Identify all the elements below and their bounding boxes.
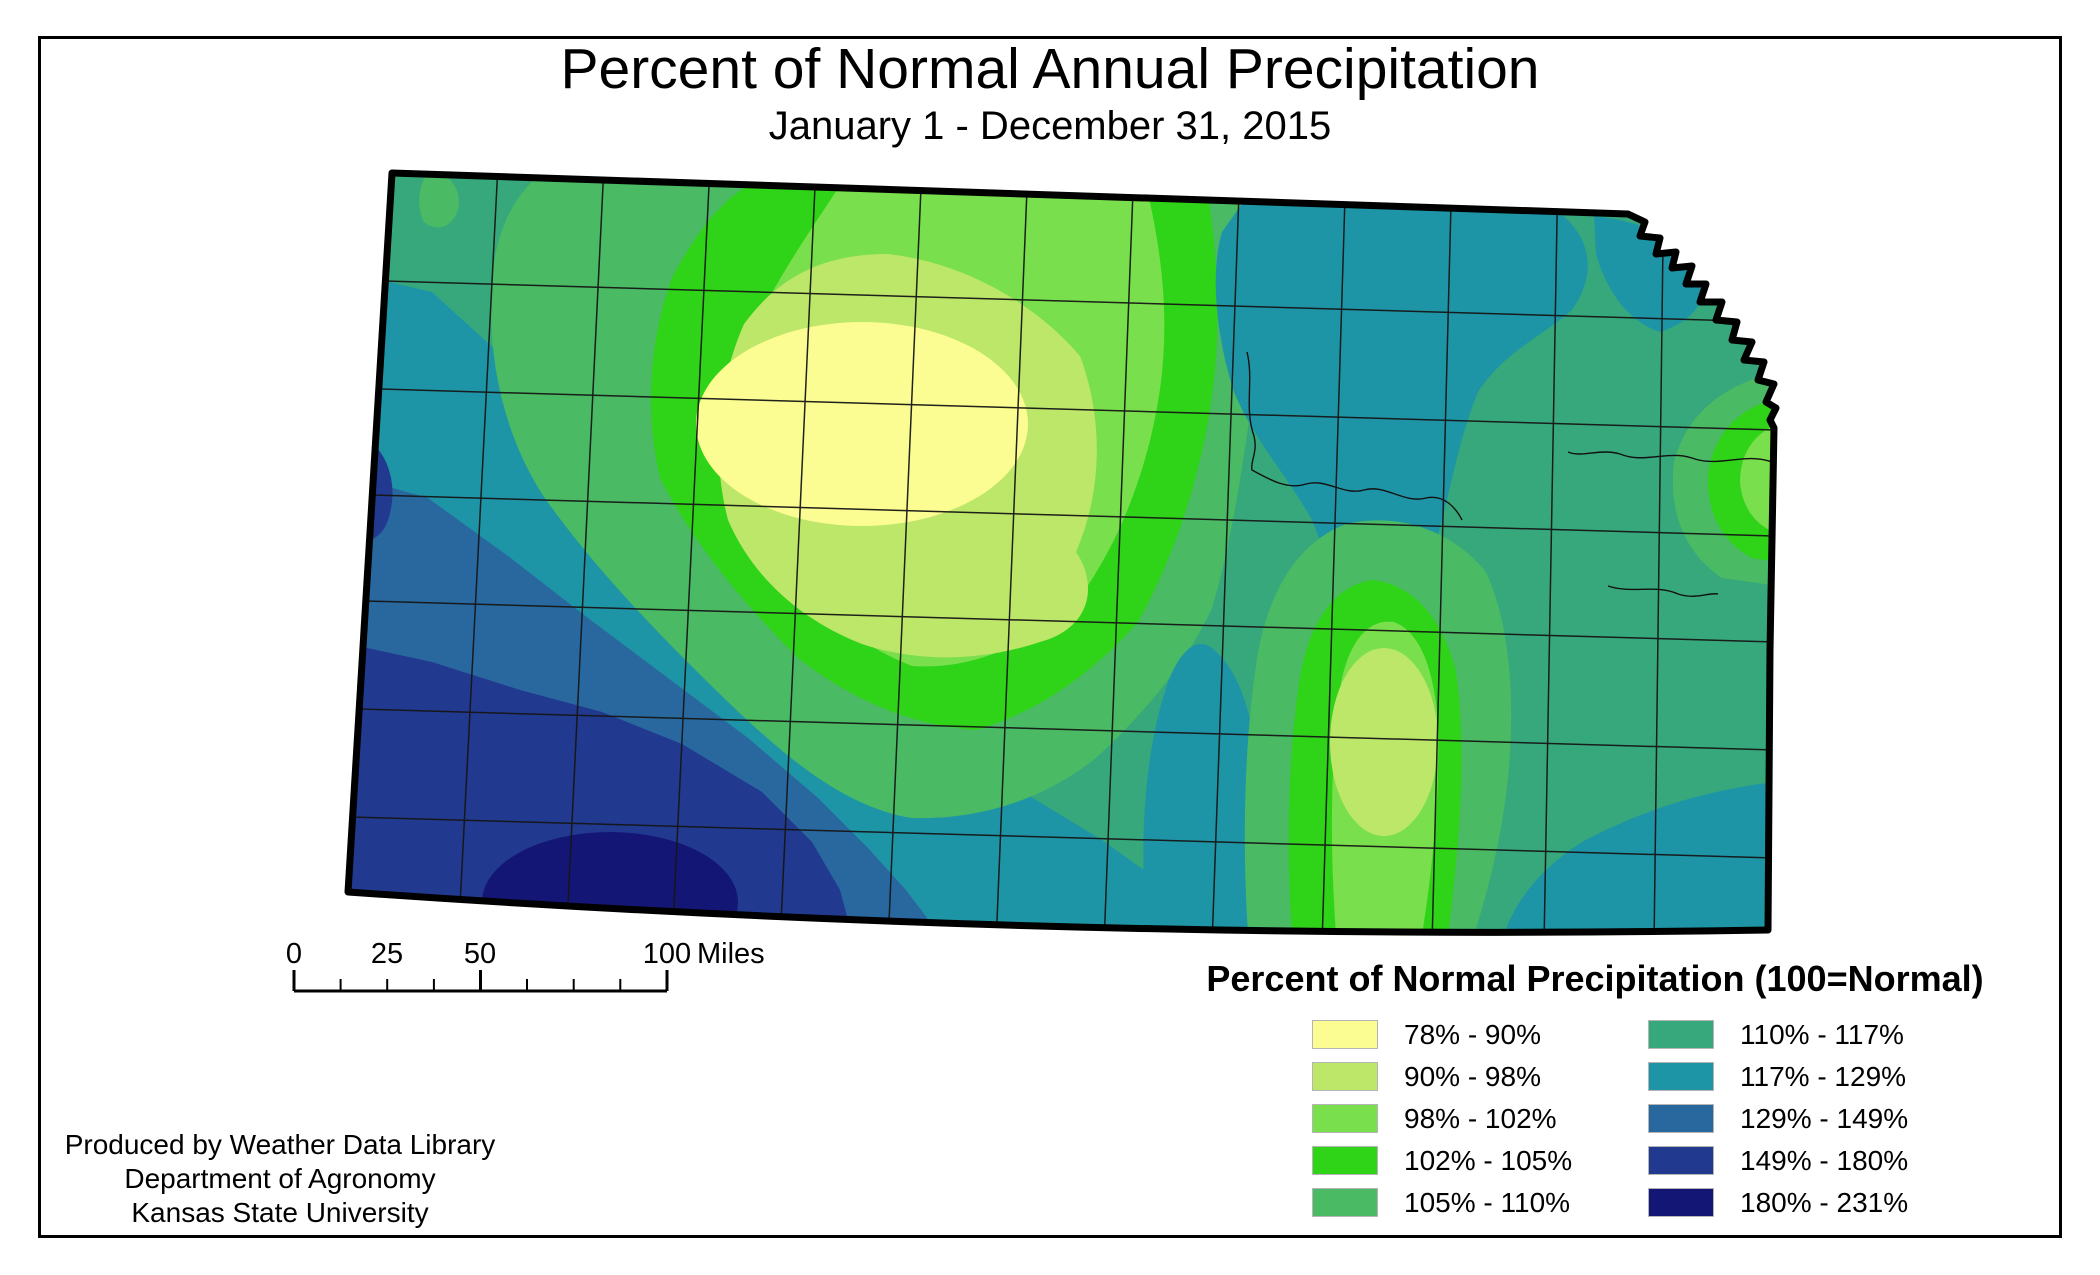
legend-swatch (1648, 1188, 1714, 1217)
legend-label: 117% - 129% (1740, 1061, 1907, 1092)
legend-swatch (1312, 1188, 1378, 1217)
county-line-vertical (1103, 173, 1135, 933)
county-line-vertical (457, 173, 499, 933)
legend-label: 90% - 98% (1404, 1061, 1541, 1092)
legend-item: 149% - 180% (1648, 1146, 1908, 1188)
state-border (344, 169, 1780, 936)
outer-frame (38, 36, 2062, 1238)
scale-label-100: 100 (643, 938, 691, 970)
contour-nw-blip-105-110 (419, 173, 459, 228)
county-line-horizontal (371, 494, 1776, 537)
contour-se-90-98-core (1330, 648, 1438, 836)
scale-label-0: 0 (286, 938, 302, 970)
river-line (1246, 351, 1463, 521)
legend-label: 149% - 180% (1740, 1145, 1909, 1176)
scale-label-50: 50 (464, 938, 496, 970)
legend-item: 180% - 231% (1648, 1188, 1908, 1230)
legend-label: 129% - 149% (1740, 1103, 1909, 1134)
legend-swatch (1648, 1104, 1714, 1133)
county-line-vertical (1211, 173, 1241, 933)
county-line-vertical (779, 173, 817, 933)
legend-item: 129% - 149% (1648, 1104, 1908, 1146)
county-line-horizontal (358, 708, 1776, 751)
legend-label: 102% - 105% (1404, 1145, 1573, 1176)
legend-swatch (1312, 1020, 1378, 1049)
scale-unit-label: Miles (697, 938, 765, 970)
credits-block: Produced by Weather Data Library Departm… (40, 1128, 520, 1230)
legend-title: Percent of Normal Precipitation (100=Nor… (1206, 958, 1984, 999)
legend-column-left: 78% - 90% 90% - 98% 98% - 102% 102% - 105% 1… (1312, 1020, 1572, 1230)
legend-swatch (1648, 1146, 1714, 1175)
scale-bar (292, 970, 669, 993)
legend-item: 102% - 105% (1312, 1146, 1572, 1188)
legend-label: 110% - 117% (1740, 1019, 1904, 1050)
county-line-horizontal (378, 388, 1776, 431)
contour-ne-blob-117-129 (1215, 198, 1588, 652)
legend-swatch (1312, 1104, 1378, 1133)
county-line-vertical (1653, 173, 1665, 933)
legend-item: 110% - 117% (1648, 1020, 1908, 1062)
legend-item: 90% - 98% (1312, 1062, 1572, 1104)
legend-swatch (1648, 1020, 1714, 1049)
legend-swatch (1312, 1062, 1378, 1091)
contour-west-78-90-core (696, 322, 1028, 526)
legend-item: 78% - 90% (1312, 1020, 1572, 1062)
county-line-horizontal (384, 280, 1776, 323)
legend-item: 98% - 102% (1312, 1104, 1572, 1146)
legend-label: 180% - 231% (1740, 1187, 1909, 1218)
legend-column-right: 110% - 117% 117% - 129% 129% - 149% 149% - … (1648, 1020, 1908, 1230)
scale-label-25: 25 (371, 938, 403, 970)
legend-item: 105% - 110% (1312, 1188, 1572, 1230)
page-title: Percent of Normal Annual Precipitation (560, 37, 1540, 101)
county-line-vertical (671, 173, 711, 933)
county-line-vertical (995, 173, 1029, 933)
county-line-vertical (887, 173, 923, 933)
credit-line: Produced by Weather Data Library (64, 1129, 496, 1160)
river-line (1567, 451, 1773, 463)
credit-line: Department of Agronomy (124, 1163, 436, 1194)
credit-line: Kansas State University (131, 1197, 429, 1228)
legend-swatch (1312, 1146, 1378, 1175)
legend-item: 117% - 129% (1648, 1062, 1908, 1104)
legend-swatch (1648, 1062, 1714, 1091)
legend-label: 78% - 90% (1404, 1019, 1541, 1050)
county-line-horizontal (365, 600, 1776, 643)
contour-sw-180-231 (482, 832, 738, 933)
contour-east-edge-98-102 (1740, 424, 1776, 534)
river-line (1607, 585, 1719, 597)
county-line-vertical (1543, 173, 1559, 933)
county-line-vertical (1431, 173, 1453, 933)
page-subtitle: January 1 - December 31, 2015 (768, 104, 1332, 148)
legend-label: 98% - 102% (1404, 1103, 1557, 1134)
legend-label: 105% - 110% (1404, 1187, 1571, 1218)
contour-se-corner-117-129 (1504, 782, 1776, 933)
county-line-vertical (565, 173, 605, 933)
county-line-vertical (1321, 173, 1347, 933)
county-line-horizontal (351, 816, 1776, 859)
contour-south-central-117-129 (1143, 644, 1266, 933)
